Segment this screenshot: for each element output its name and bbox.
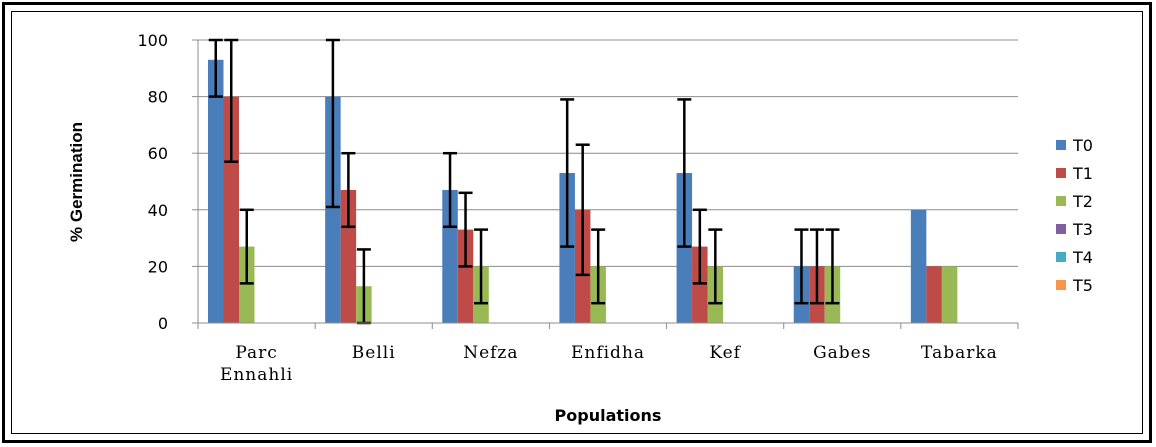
legend-label-t5: T5 bbox=[1072, 276, 1093, 295]
x-category-label: Nefza bbox=[463, 343, 518, 363]
bar-t0 bbox=[676, 173, 693, 323]
bar-t2 bbox=[941, 266, 958, 323]
x-category-label: Tabarka bbox=[921, 343, 998, 363]
chart-inner-border bbox=[11, 11, 1143, 434]
bar-t0 bbox=[325, 96, 341, 323]
y-tick-label: 80 bbox=[148, 88, 168, 107]
legend-swatch-t0 bbox=[1056, 140, 1066, 150]
legend-swatch-t5 bbox=[1056, 280, 1066, 290]
bar-t1 bbox=[223, 96, 239, 323]
legend-swatch-t1 bbox=[1056, 168, 1066, 178]
bar-t0 bbox=[559, 173, 575, 323]
bar-t1 bbox=[340, 189, 357, 323]
legend-swatch-t2 bbox=[1056, 196, 1066, 206]
y-tick-label: 100 bbox=[137, 31, 168, 50]
x-category-labels: Parc Ennahli Belli Nefza Enfidha Kef Gabes Taba… bbox=[220, 343, 998, 385]
bar-t0 bbox=[442, 189, 458, 323]
legend: T0 T1 T2 T3 T4 T5 bbox=[1056, 136, 1093, 295]
legend-label-t1: T1 bbox=[1072, 164, 1093, 183]
legend-label-t2: T2 bbox=[1072, 192, 1093, 211]
bars bbox=[208, 59, 958, 324]
y-tick-label: 40 bbox=[148, 201, 168, 220]
y-axis-label: % Germination bbox=[67, 122, 86, 242]
x-category-label: Parc Ennahli bbox=[220, 343, 293, 385]
bar-t1 bbox=[926, 266, 942, 323]
bar-t1 bbox=[692, 246, 708, 323]
x-axis-label: Populations bbox=[555, 406, 662, 425]
y-tick-labels: 0 20 40 60 80 100 bbox=[137, 31, 168, 333]
legend-swatch-t4 bbox=[1056, 252, 1066, 262]
bar-t0 bbox=[910, 209, 927, 323]
axes bbox=[192, 39, 1019, 329]
y-tick-label: 0 bbox=[158, 314, 168, 333]
bar-t0 bbox=[208, 59, 224, 324]
bar-t2 bbox=[239, 246, 255, 323]
gridlines bbox=[198, 39, 1018, 267]
x-category-label: Gabes bbox=[813, 343, 871, 363]
legend-label-t0: T0 bbox=[1072, 136, 1093, 155]
legend-label-t3: T3 bbox=[1072, 220, 1093, 239]
legend-swatch-t3 bbox=[1056, 224, 1066, 234]
x-category-label: Kef bbox=[709, 343, 741, 363]
y-tick-label: 20 bbox=[148, 257, 168, 276]
legend-label-t4: T4 bbox=[1072, 248, 1093, 267]
error-bars bbox=[208, 38, 840, 325]
x-category-label: Enfidha bbox=[571, 343, 645, 363]
bar-t1 bbox=[457, 229, 474, 323]
y-tick-label: 60 bbox=[148, 144, 168, 163]
x-category-label: Belli bbox=[352, 343, 396, 363]
